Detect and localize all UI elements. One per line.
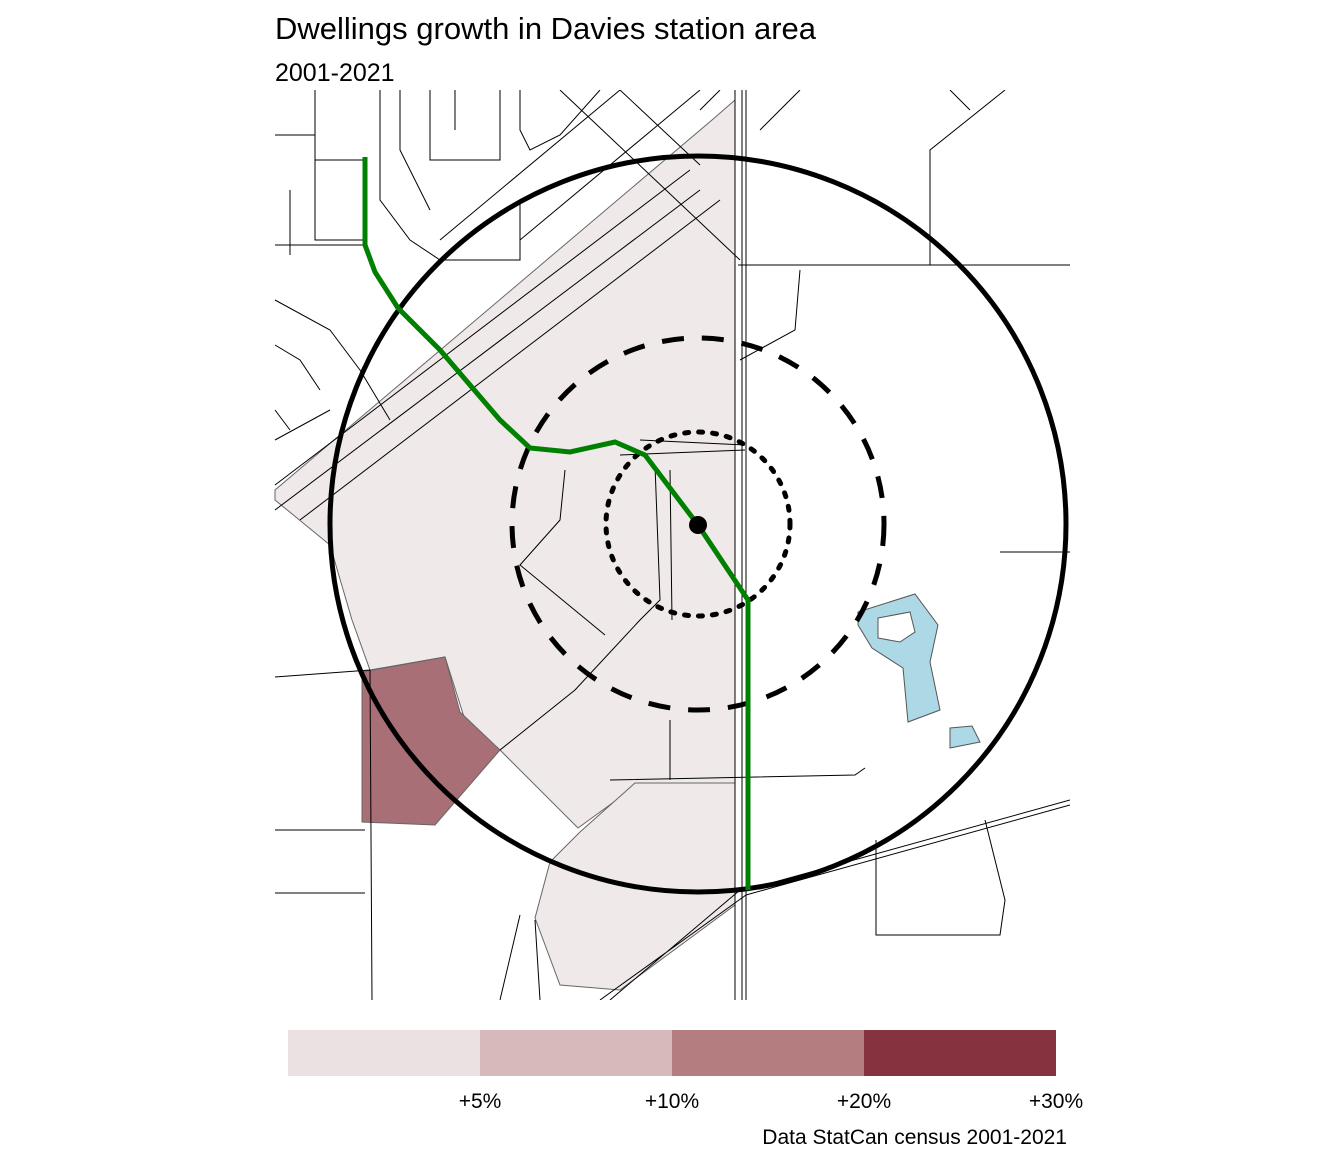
map-title: Dwellings growth in Davies station area [275,11,817,46]
lake [857,593,941,723]
legend-swatch [480,1030,672,1076]
caption: Data StatCan census 2001-2021 [762,1126,1067,1149]
legend-break-label: +20% [836,1090,892,1113]
legend-swatch [672,1030,864,1076]
legend-swatch [864,1030,1056,1076]
station-marker [689,516,707,534]
legend-break-label: +10% [644,1090,700,1113]
road-network [274,90,1070,1000]
pond [949,725,981,749]
legend [288,1030,1056,1076]
ring-inner-dotted [603,429,793,619]
legend-swatch [288,1030,480,1076]
ring-middle-dashed [509,335,887,713]
legend-break-label: +5% [458,1090,502,1113]
map-subtitle: 2001-2021 [275,59,395,87]
legend-break-label: +30% [1028,1090,1084,1113]
ring-outer-solid [327,153,1069,895]
